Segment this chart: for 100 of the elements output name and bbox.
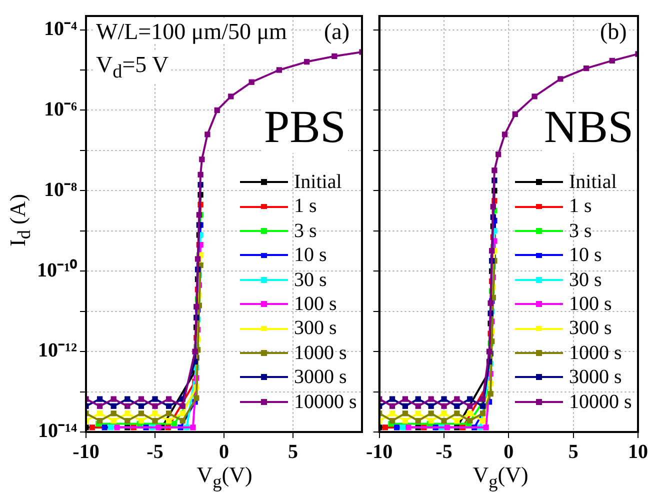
annotation: NBS: [542, 101, 636, 153]
point: [166, 403, 172, 409]
x-axis-title: V$_{g}$(V): [196, 462, 254, 492]
point: [415, 410, 421, 416]
point: [483, 424, 489, 430]
annotation: W/L=100 μm/50 μm: [94, 19, 289, 44]
point: [532, 94, 538, 100]
annotation: V$_{d}$=5 V: [94, 52, 171, 83]
point: [480, 396, 486, 402]
x-tick-label: -10: [72, 441, 100, 464]
point: [276, 67, 282, 73]
point: [490, 204, 496, 210]
x-tick-label: 5: [568, 441, 578, 464]
point: [583, 66, 590, 72]
legend-label: 3 s: [569, 218, 592, 244]
point: [480, 403, 486, 409]
point: [96, 410, 103, 416]
point: [110, 410, 116, 416]
point: [558, 76, 564, 82]
x-tick-label: 0: [219, 441, 229, 464]
point: [192, 348, 198, 354]
point: [415, 403, 421, 409]
point: [495, 152, 502, 158]
point: [389, 418, 396, 424]
point: [89, 424, 96, 430]
annotation: PBS: [262, 101, 348, 153]
point: [389, 410, 396, 416]
legend-label: 300 s: [569, 316, 612, 341]
annotation: (b): [598, 19, 629, 44]
point: [138, 410, 144, 416]
legend-label: 1000 s: [294, 340, 347, 366]
point: [428, 396, 434, 402]
point: [248, 79, 254, 85]
y-tick-label: 10⁻¹⁰: [37, 258, 77, 282]
point: [214, 107, 220, 114]
legend-label: 10 s: [294, 243, 327, 268]
x-tick-label: -5: [436, 441, 452, 464]
point: [441, 418, 447, 424]
point: [190, 424, 196, 430]
point: [166, 396, 172, 402]
point: [180, 403, 186, 409]
point: [428, 403, 434, 409]
x-tick-label: -5: [146, 441, 164, 464]
point: [444, 424, 450, 430]
point: [441, 403, 447, 409]
point: [152, 410, 158, 416]
point: [138, 396, 144, 402]
point: [156, 424, 162, 430]
point: [480, 410, 486, 416]
point: [428, 410, 434, 416]
point: [138, 403, 144, 409]
point: [467, 403, 473, 409]
y-tick-label: 10⁻⁸: [44, 178, 77, 201]
point: [114, 424, 120, 430]
point: [171, 420, 178, 427]
point: [402, 418, 408, 424]
annotation: (a): [322, 19, 352, 44]
point: [166, 418, 172, 424]
point: [492, 168, 498, 174]
point: [332, 53, 338, 60]
point: [110, 403, 116, 409]
point: [166, 410, 172, 416]
point: [389, 403, 396, 409]
point: [394, 424, 400, 430]
legend-label: 3000 s: [569, 365, 622, 390]
point: [480, 418, 486, 424]
legend-label: 300 s: [294, 316, 337, 341]
x-tick-label: -10: [366, 441, 393, 464]
legend-label: Initial: [294, 170, 342, 194]
legend-label: 100 s: [294, 292, 337, 316]
point: [194, 304, 200, 310]
point: [402, 396, 408, 402]
point: [96, 396, 103, 402]
point: [441, 410, 447, 416]
point: [180, 410, 186, 416]
point: [609, 58, 615, 64]
point: [467, 410, 473, 416]
point: [454, 403, 460, 409]
y-tick-label: 10⁻⁶: [44, 98, 77, 120]
legend-label: 30 s: [294, 268, 327, 292]
point: [180, 418, 186, 424]
point: [441, 396, 447, 402]
legend-label: 10000 s: [294, 390, 357, 414]
point: [152, 396, 158, 402]
legend-label: 10 s: [569, 243, 602, 268]
x-tick-label: 0: [504, 441, 514, 464]
point: [454, 396, 460, 402]
y-tick-label: 10⁻⁴: [44, 18, 77, 40]
point: [454, 418, 460, 424]
point: [382, 424, 388, 430]
x-tick-label: 5: [288, 441, 298, 464]
point: [194, 395, 200, 401]
point: [124, 410, 130, 416]
point: [304, 58, 310, 65]
point: [108, 424, 114, 430]
point: [489, 248, 495, 254]
point: [389, 396, 396, 402]
y-tick-label: 10⁻¹²: [38, 340, 77, 362]
point: [467, 396, 473, 402]
y-tick-label: 10⁻¹⁴: [38, 420, 77, 442]
